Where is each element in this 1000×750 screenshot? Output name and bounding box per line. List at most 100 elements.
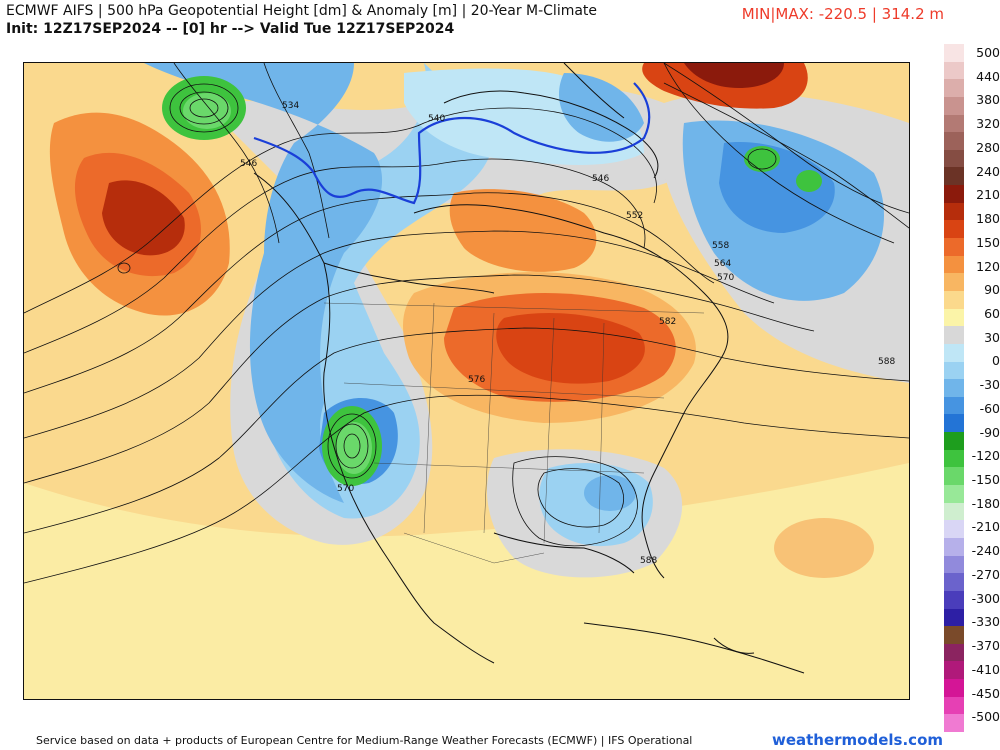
colorbar-swatch — [944, 290, 964, 310]
contour-label: 588 — [878, 357, 895, 367]
colorbar-tick-label: 90 — [984, 282, 1000, 298]
colorbar-swatch — [944, 679, 964, 698]
colorbar-tick-label: -370 — [971, 638, 1000, 654]
contour-label: 564 — [714, 259, 731, 269]
contour-label: 546 — [592, 174, 609, 184]
chart-title: ECMWF AIFS | 500 hPa Geopotential Height… — [6, 3, 598, 19]
anomaly-positive-canada — [449, 189, 597, 272]
colorbar-swatch — [944, 79, 964, 98]
contour-label: 570 — [717, 273, 734, 283]
contour-540-highlight — [253, 82, 651, 205]
anomaly-negative-southeast-core — [584, 475, 636, 511]
colorbar-tick-label: -60 — [979, 400, 1000, 416]
colorbar-swatch — [944, 361, 964, 380]
colorbar-tick-label: 500 — [976, 45, 1000, 60]
anomaly-negative-greenland — [559, 73, 644, 142]
colorbar-tick-label: 280 — [976, 139, 1000, 155]
anomaly-positive-pacific-core — [102, 180, 185, 256]
init-valid-time: Init: 12Z17SEP2024 -- [0] hr --> Valid T… — [6, 21, 455, 37]
coastlines — [253, 63, 805, 674]
contour-label: 570 — [337, 484, 354, 494]
contour-label: 588 — [640, 556, 657, 566]
anomaly-band-low — [24, 463, 909, 699]
colorbar-swatch — [944, 502, 964, 521]
colorbar-swatch — [944, 520, 964, 539]
min-max-readout: MIN|MAX: -220.5 | 314.2 m — [741, 5, 944, 23]
colorbar-swatch — [944, 326, 964, 345]
contour-label: 558 — [712, 241, 729, 251]
colorbar-swatch — [944, 573, 964, 592]
colorbar-tick-label: 0 — [992, 353, 1000, 369]
colorbar-swatch — [944, 537, 964, 557]
weather-map[interactable]: 534 540 546 546 552 558 564 570 582 576 … — [23, 62, 910, 700]
colorbar-swatch — [944, 185, 964, 204]
colorbar-tick-label: 180 — [976, 211, 1000, 227]
colorbar-tick-label: 120 — [976, 258, 1000, 274]
colorbar-swatch — [944, 396, 964, 415]
data-credit: Service based on data + products of Euro… — [36, 734, 693, 747]
colorbar-swatch — [944, 343, 964, 363]
colorbar-swatch — [944, 255, 964, 274]
colorbar-tick-label: -270 — [971, 566, 1000, 582]
anomaly-low-southwest-core — [336, 422, 372, 474]
contour-label: 582 — [659, 317, 676, 327]
colorbar-swatch — [944, 555, 964, 574]
colorbar-swatch — [944, 202, 964, 221]
anomaly-positive-north-atlantic-core — [684, 63, 784, 88]
contour-label: 546 — [240, 159, 257, 169]
colorbar-swatch — [944, 132, 964, 151]
colorbar-tick-label: -180 — [971, 495, 1000, 511]
anomaly-negative-west-core — [144, 63, 383, 503]
political-borders — [323, 302, 705, 564]
contour-label: 576 — [468, 375, 485, 385]
colorbar-swatch — [944, 590, 964, 609]
colorbar-swatch — [944, 414, 964, 433]
colorbar-swatch — [944, 485, 964, 504]
colorbar-swatch — [944, 96, 964, 116]
brand-link[interactable]: weathermodels.com — [771, 731, 943, 749]
colorbar-swatch — [944, 238, 964, 257]
colorbar-tick-label: 60 — [984, 305, 1000, 321]
colorbar-swatch — [944, 467, 964, 486]
colorbar-tick-label: -300 — [971, 590, 1000, 606]
colorbar-tick-label: -150 — [971, 472, 1000, 488]
colorbar-tick-label: 380 — [976, 92, 1000, 108]
colorbar-tick-label: 150 — [976, 234, 1000, 250]
colorbar-tick-label: -500 — [971, 709, 1000, 725]
anomaly-low-atlantic-a — [744, 146, 780, 172]
height-contours — [24, 63, 909, 584]
colorbar-tick-label: -30 — [979, 377, 1000, 393]
colorbar-swatch — [944, 149, 964, 168]
colorbar-tick-label: -120 — [971, 448, 1000, 464]
anomaly-positive-east-us-core — [496, 313, 645, 384]
map-canvas: 534 540 546 546 552 558 564 570 582 576 … — [24, 63, 909, 699]
colorbar-tick-label: 240 — [976, 163, 1000, 179]
colorbar-swatch — [944, 608, 964, 627]
colorbar-tick-label: -240 — [971, 543, 1000, 559]
colorbar-swatch — [944, 626, 964, 645]
colorbar-tick-label: 210 — [976, 187, 1000, 203]
colorbar-tick-label: 30 — [984, 329, 1000, 345]
colorbar-swatch — [944, 114, 964, 133]
colorbar-tick-label: -410 — [971, 661, 1000, 677]
colorbar-swatch — [944, 167, 964, 186]
colorbar-swatch — [944, 432, 964, 451]
colorbar-tick-label: -210 — [971, 519, 1000, 535]
colorbar-swatch — [944, 379, 964, 398]
colorbar-tick-label: -330 — [971, 614, 1000, 630]
anomaly-positive-atlantic-south — [774, 518, 874, 578]
colorbar-swatch — [944, 696, 964, 715]
colorbar-swatch — [944, 61, 964, 80]
colorbar-swatch — [944, 308, 964, 327]
colorbar-swatch — [944, 449, 964, 468]
contour-labels: 534 540 546 546 552 558 564 570 582 576 … — [240, 101, 895, 566]
colorbar-tick-label: 320 — [976, 116, 1000, 132]
contour-label: 552 — [626, 211, 643, 221]
colorbar-tick-label: -450 — [971, 685, 1000, 701]
contour-label: 540 — [428, 114, 445, 124]
colorbar-swatch — [944, 643, 964, 662]
colorbar-swatch — [944, 661, 964, 680]
anomaly-low-atlantic-b — [796, 170, 822, 192]
colorbar-swatch — [944, 220, 964, 239]
colorbar-swatch — [944, 44, 964, 63]
